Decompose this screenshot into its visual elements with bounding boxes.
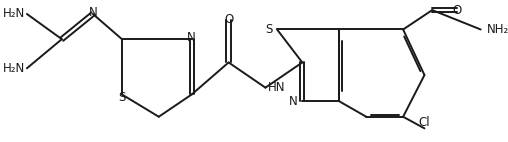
Text: H₂N: H₂N bbox=[3, 8, 25, 20]
Text: HN: HN bbox=[267, 81, 285, 94]
Text: S: S bbox=[265, 23, 272, 36]
Text: O: O bbox=[224, 13, 233, 26]
Text: N: N bbox=[88, 6, 97, 18]
Text: Cl: Cl bbox=[419, 116, 430, 129]
Text: S: S bbox=[118, 91, 125, 104]
Text: N: N bbox=[289, 95, 298, 108]
Text: NH₂: NH₂ bbox=[487, 23, 508, 36]
Text: O: O bbox=[453, 4, 462, 17]
Text: N: N bbox=[187, 31, 196, 44]
Text: H₂N: H₂N bbox=[3, 62, 25, 75]
